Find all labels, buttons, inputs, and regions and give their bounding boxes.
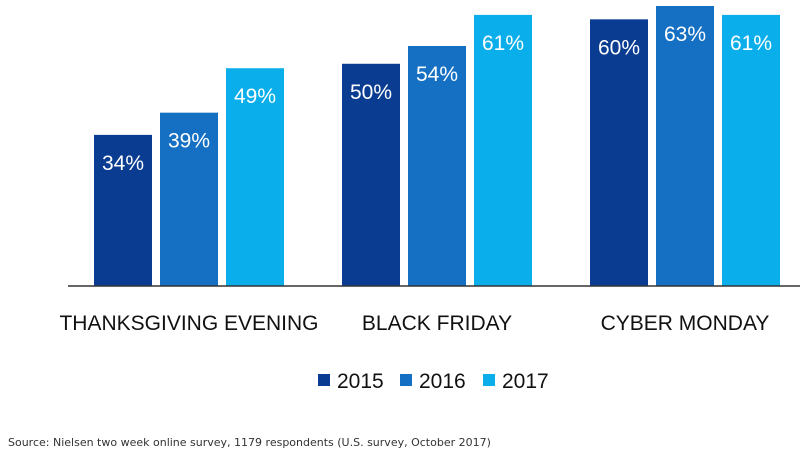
legend-label-2017: 2017 — [502, 370, 549, 393]
legend-swatch-2016 — [400, 374, 412, 386]
data-label-thanksgiving-evening-2016: 39% — [168, 130, 210, 153]
data-label-black-friday-2015: 50% — [350, 81, 392, 104]
data-label-cyber-monday-2017: 61% — [730, 32, 772, 55]
bar-cyber-monday-2017 — [722, 14, 780, 287]
bar-thanksgiving-evening-2016 — [160, 112, 218, 287]
legend-swatch-2017 — [483, 374, 495, 386]
category-label-thanksgiving-evening: THANKSGIVING EVENING — [59, 312, 318, 335]
bar-cyber-monday-2015 — [590, 19, 648, 286]
bar-thanksgiving-evening-2015 — [94, 134, 152, 286]
data-label-black-friday-2017: 61% — [482, 32, 524, 55]
source-note: Source: Nielsen two week online survey, … — [8, 436, 491, 449]
data-label-thanksgiving-evening-2017: 49% — [234, 85, 276, 108]
legend-label-2015: 2015 — [337, 370, 384, 393]
legend-label-2016: 2016 — [419, 370, 466, 393]
category-label-cyber-monday: CYBER MONDAY — [601, 312, 770, 335]
bar-black-friday-2016 — [408, 46, 466, 286]
data-label-cyber-monday-2016: 63% — [664, 23, 706, 46]
data-label-thanksgiving-evening-2015: 34% — [102, 152, 144, 175]
bar-cyber-monday-2016 — [656, 6, 714, 286]
bar-chart: 34% 39% 49% THANKSGIVING EVENING 50% 54% 61% BL… — [59, 6, 800, 393]
legend-swatch-2015 — [318, 374, 330, 386]
bar-black-friday-2017 — [474, 14, 532, 287]
bar-thanksgiving-evening-2017 — [226, 68, 284, 286]
category-label-black-friday: BLACK FRIDAY — [362, 312, 512, 335]
data-label-black-friday-2016: 54% — [416, 63, 458, 86]
data-label-cyber-monday-2015: 60% — [598, 36, 640, 59]
bar-black-friday-2015 — [342, 63, 400, 287]
